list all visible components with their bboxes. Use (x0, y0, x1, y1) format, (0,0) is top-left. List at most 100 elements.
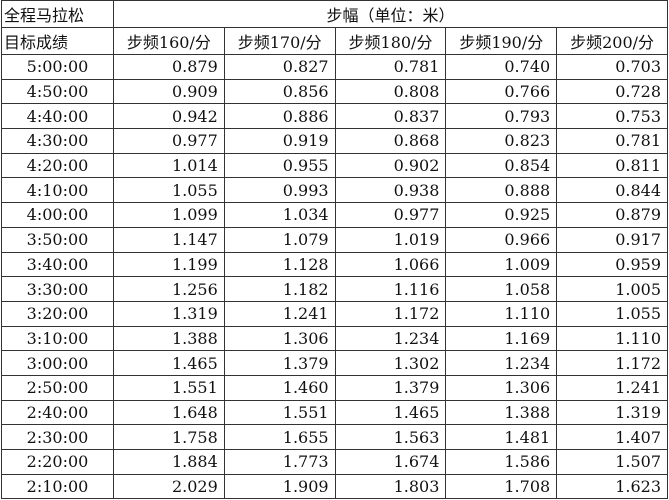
stride-value: 1.460 (223, 374, 336, 401)
stride-value: 0.966 (445, 226, 558, 253)
stride-value: 0.766 (445, 78, 558, 105)
stride-value: 0.879 (556, 202, 668, 228)
data-row: 3:40:00 1.199 1.128 1.066 1.009 0.959 (1, 251, 668, 278)
stride-value: 0.844 (556, 177, 668, 204)
stride-value: 0.938 (334, 177, 447, 204)
target-time: 4:30:00 (1, 128, 114, 154)
column-header: 步频170/分 (223, 27, 336, 55)
stride-value: 0.993 (223, 177, 336, 204)
target-time: 2:40:00 (1, 399, 114, 426)
stride-value: 0.740 (445, 54, 558, 80)
stride-value: 0.879 (113, 54, 225, 80)
stride-value: 1.034 (223, 202, 336, 228)
target-time: 3:30:00 (1, 276, 114, 302)
stride-value: 1.407 (556, 424, 668, 450)
stride-value: 0.781 (334, 54, 447, 80)
stride-value: 1.241 (556, 374, 668, 401)
stride-value: 0.703 (556, 54, 668, 80)
stride-value: 0.909 (113, 78, 225, 105)
data-row: 3:00:00 1.465 1.379 1.302 1.234 1.172 (1, 350, 668, 376)
stride-value: 1.586 (445, 449, 558, 475)
target-time: 4:00:00 (1, 202, 114, 228)
stride-value: 1.803 (334, 473, 447, 500)
stride-value: 1.306 (223, 325, 336, 352)
stride-value: 0.837 (334, 103, 447, 130)
stride-value: 0.811 (556, 152, 668, 179)
stride-value: 1.674 (334, 449, 447, 475)
target-time: 2:10:00 (1, 473, 114, 500)
column-header: 步频190/分 (445, 27, 558, 55)
stride-value: 1.110 (445, 300, 558, 327)
target-time: 2:30:00 (1, 424, 114, 450)
stride-value: 1.319 (556, 399, 668, 426)
data-row: 4:10:00 1.055 0.993 0.938 0.888 0.844 (1, 177, 668, 204)
stride-value: 1.306 (445, 374, 558, 401)
stride-value: 1.066 (334, 251, 447, 278)
stride-value: 1.708 (445, 473, 558, 500)
data-row: 3:10:00 1.388 1.306 1.234 1.169 1.110 (1, 325, 668, 352)
stride-value: 1.465 (113, 350, 225, 376)
corner-cell: 目标成绩 (1, 27, 114, 55)
stride-value: 1.110 (556, 325, 668, 352)
stride-value: 1.055 (556, 300, 668, 327)
header-row: 目标成绩 步频160/分 步频170/分 步频180/分 步频190/分 步频200/分 (1, 27, 668, 55)
target-time: 5:00:00 (1, 54, 114, 80)
stride-value: 1.169 (445, 325, 558, 352)
stride-value: 1.005 (556, 276, 668, 302)
stride-value: 1.388 (113, 325, 225, 352)
data-row: 4:50:00 0.909 0.856 0.808 0.766 0.728 (1, 78, 668, 105)
stride-value: 0.925 (445, 202, 558, 228)
target-time: 2:20:00 (1, 449, 114, 475)
stride-value: 1.079 (223, 226, 336, 253)
stride-value: 1.909 (223, 473, 336, 500)
stride-value: 1.099 (113, 202, 225, 228)
stride-value: 1.256 (113, 276, 225, 302)
stride-value: 1.019 (334, 226, 447, 253)
stride-value: 0.959 (556, 251, 668, 278)
stride-value: 1.241 (223, 300, 336, 327)
target-time: 4:10:00 (1, 177, 114, 204)
stride-value: 1.388 (445, 399, 558, 426)
stride-value: 1.655 (223, 424, 336, 450)
stride-value: 1.507 (556, 449, 668, 475)
stride-value: 0.854 (445, 152, 558, 179)
stride-value: 1.128 (223, 251, 336, 278)
data-row: 4:00:00 1.099 1.034 0.977 0.925 0.879 (1, 202, 668, 228)
stride-value: 1.009 (445, 251, 558, 278)
target-time: 2:50:00 (1, 374, 114, 401)
header-row: 全程马拉松 步幅（单位：米） (1, 0, 668, 28)
data-row: 2:30:00 1.758 1.655 1.563 1.481 1.407 (1, 424, 668, 450)
target-time: 4:40:00 (1, 103, 114, 130)
stride-value: 1.199 (113, 251, 225, 278)
stride-value: 0.793 (445, 103, 558, 130)
target-time: 3:10:00 (1, 325, 114, 352)
stride-value: 0.902 (334, 152, 447, 179)
stride-value: 1.055 (113, 177, 225, 204)
stride-value: 0.781 (556, 128, 668, 154)
stride-value: 0.856 (223, 78, 336, 105)
stride-value: 0.753 (556, 103, 668, 130)
data-row: 3:20:00 1.319 1.241 1.172 1.110 1.055 (1, 300, 668, 327)
stride-value: 0.955 (223, 152, 336, 179)
target-time: 3:50:00 (1, 226, 114, 253)
target-time: 4:50:00 (1, 78, 114, 105)
column-header: 步频160/分 (113, 27, 225, 55)
stride-value: 0.886 (223, 103, 336, 130)
stride-value: 1.379 (223, 350, 336, 376)
data-row: 2:40:00 1.648 1.551 1.465 1.388 1.319 (1, 399, 668, 426)
stride-value: 1.147 (113, 226, 225, 253)
stride-value: 1.182 (223, 276, 336, 302)
stride-value: 1.481 (445, 424, 558, 450)
stride-value: 1.563 (334, 424, 447, 450)
stride-value: 1.623 (556, 473, 668, 500)
column-header: 步频200/分 (556, 27, 668, 55)
data-row: 5:00:00 0.879 0.827 0.781 0.740 0.703 (1, 54, 668, 80)
stride-value: 1.884 (113, 449, 225, 475)
target-time: 3:00:00 (1, 350, 114, 376)
stride-value: 1.172 (334, 300, 447, 327)
stride-value: 0.977 (113, 128, 225, 154)
group-header: 步幅（单位：米） (113, 0, 668, 28)
